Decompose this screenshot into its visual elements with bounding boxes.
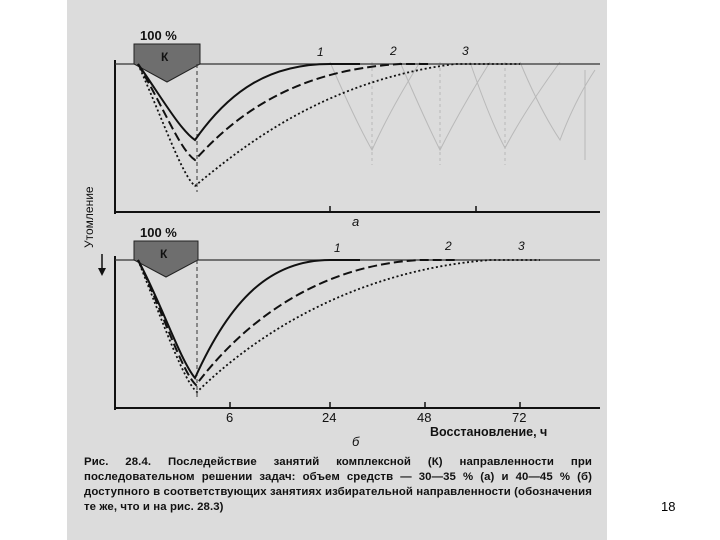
- panel-b-curve-label-3: 3: [518, 239, 525, 253]
- caption-label: Рис. 28.4.: [84, 456, 152, 468]
- panel-a-letter: а: [352, 214, 359, 229]
- caption-text: Последействие занятий комплексной (К) на…: [84, 456, 592, 513]
- panel-b: К 100 % 1 2 3 6 24 48 72 Восстановление,…: [114, 225, 600, 449]
- panel-b-letter: б: [352, 434, 360, 449]
- panel-b-curve-label-2: 2: [444, 239, 452, 253]
- x-tick-label-24: 24: [322, 410, 336, 425]
- panel-a-curve-3: [137, 63, 520, 188]
- panel-b-block-label: К: [160, 247, 168, 261]
- x-axis-label: Восстановление, ч: [430, 425, 547, 439]
- y-axis-arrow-head: [98, 268, 106, 276]
- panel-a-curve-label-1: 1: [317, 45, 324, 59]
- panel-b-curve-2: [137, 259, 455, 387]
- y-axis-label: Утомление: [82, 186, 96, 248]
- x-tick-label-6: 6: [226, 410, 233, 425]
- panel-b-curve-label-1: 1: [334, 241, 341, 255]
- panel-a-curve-label-2: 2: [389, 44, 397, 58]
- panel-b-percent-label: 100 %: [140, 225, 177, 240]
- panel-a: К 100 % 1 2 3 а: [114, 28, 600, 229]
- panel-a-curve-label-3: 3: [462, 44, 469, 58]
- panel-b-curve-3: [137, 259, 540, 394]
- x-tick-label-48: 48: [417, 410, 431, 425]
- panel-a-curve-2: [137, 63, 430, 162]
- y-axis-indicator: Утомление: [82, 186, 106, 276]
- panel-a-curve-1: [137, 63, 360, 142]
- panel-a-complex-block: [133, 43, 201, 83]
- panel-a-percent-label: 100 %: [140, 28, 177, 43]
- x-tick-label-72: 72: [512, 410, 526, 425]
- page-number: 18: [661, 499, 676, 514]
- figure-caption: Рис. 28.4. Последействие занятий комплек…: [84, 455, 592, 515]
- panel-b-complex-block: [133, 240, 199, 278]
- bleed-through-ghost: [329, 61, 596, 165]
- panel-a-block-label: К: [161, 50, 169, 64]
- panel-b-curve-1: [137, 259, 360, 380]
